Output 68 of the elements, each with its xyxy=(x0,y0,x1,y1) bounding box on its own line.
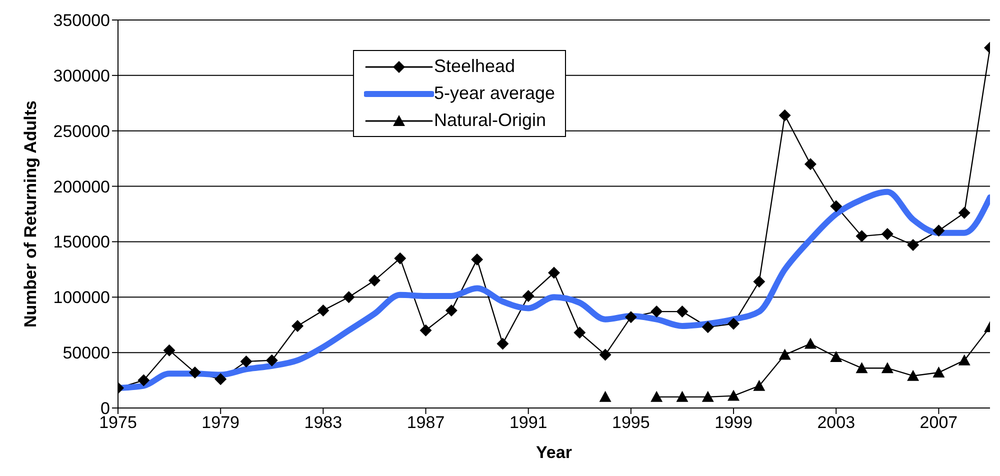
point xyxy=(599,390,612,402)
point xyxy=(753,276,766,288)
y-tick-label: 100000 xyxy=(53,288,110,308)
point xyxy=(676,390,688,402)
point xyxy=(188,366,201,379)
point xyxy=(804,158,816,170)
y-axis-title: Number of Returning Adults xyxy=(21,100,40,328)
point xyxy=(702,321,714,334)
y-tick-label: 50000 xyxy=(62,344,110,363)
point xyxy=(728,318,740,330)
point xyxy=(650,306,663,318)
point xyxy=(753,380,766,391)
point xyxy=(958,206,970,219)
x-tick-label: 1999 xyxy=(714,413,752,432)
point xyxy=(907,239,920,252)
point xyxy=(778,348,791,360)
point xyxy=(548,266,560,279)
point xyxy=(830,200,842,212)
x-tick-label: 1991 xyxy=(509,413,548,432)
point xyxy=(163,344,176,356)
y-tick-label: 300000 xyxy=(53,66,110,86)
y-tick-label: 350000 xyxy=(53,11,110,30)
point xyxy=(728,390,740,401)
legend-label: Steelhead xyxy=(434,56,516,77)
point xyxy=(856,230,868,242)
x-tick-label: 1987 xyxy=(406,413,445,432)
x-tick-label: 1995 xyxy=(612,413,650,432)
point xyxy=(702,390,714,402)
point xyxy=(624,311,637,324)
x-tick-label: 1975 xyxy=(99,413,137,432)
x-tick-label: 1979 xyxy=(202,413,240,432)
point xyxy=(471,253,484,266)
point xyxy=(932,366,945,378)
point xyxy=(138,374,150,386)
point xyxy=(932,224,945,237)
point xyxy=(496,338,509,350)
y-tick-label: 150000 xyxy=(53,232,110,252)
point xyxy=(317,304,330,316)
point xyxy=(804,338,816,349)
point xyxy=(420,324,432,336)
point xyxy=(574,326,586,339)
point xyxy=(676,306,688,318)
point xyxy=(907,370,920,381)
point xyxy=(292,320,304,332)
point xyxy=(394,252,406,264)
x-tick-label: 2007 xyxy=(920,413,958,432)
point xyxy=(778,109,791,122)
x-axis-title: Year xyxy=(536,443,572,462)
point xyxy=(368,274,380,287)
point xyxy=(881,362,894,374)
point xyxy=(445,304,458,316)
point xyxy=(342,291,355,304)
point xyxy=(599,348,612,361)
point xyxy=(881,228,894,240)
point xyxy=(958,354,970,366)
point xyxy=(522,290,534,302)
point xyxy=(856,362,868,374)
point xyxy=(830,351,842,362)
point xyxy=(650,390,663,402)
legend-label: Natural-Origin xyxy=(434,110,546,131)
point xyxy=(214,373,227,386)
legend-label: 5-year average xyxy=(434,83,556,104)
point xyxy=(266,354,278,366)
x-tick-label: 2003 xyxy=(817,413,856,432)
y-tick-label: 200000 xyxy=(53,177,110,196)
y-tick-label: 250000 xyxy=(53,122,110,141)
x-tick-label: 1983 xyxy=(304,413,342,432)
point xyxy=(240,355,252,368)
